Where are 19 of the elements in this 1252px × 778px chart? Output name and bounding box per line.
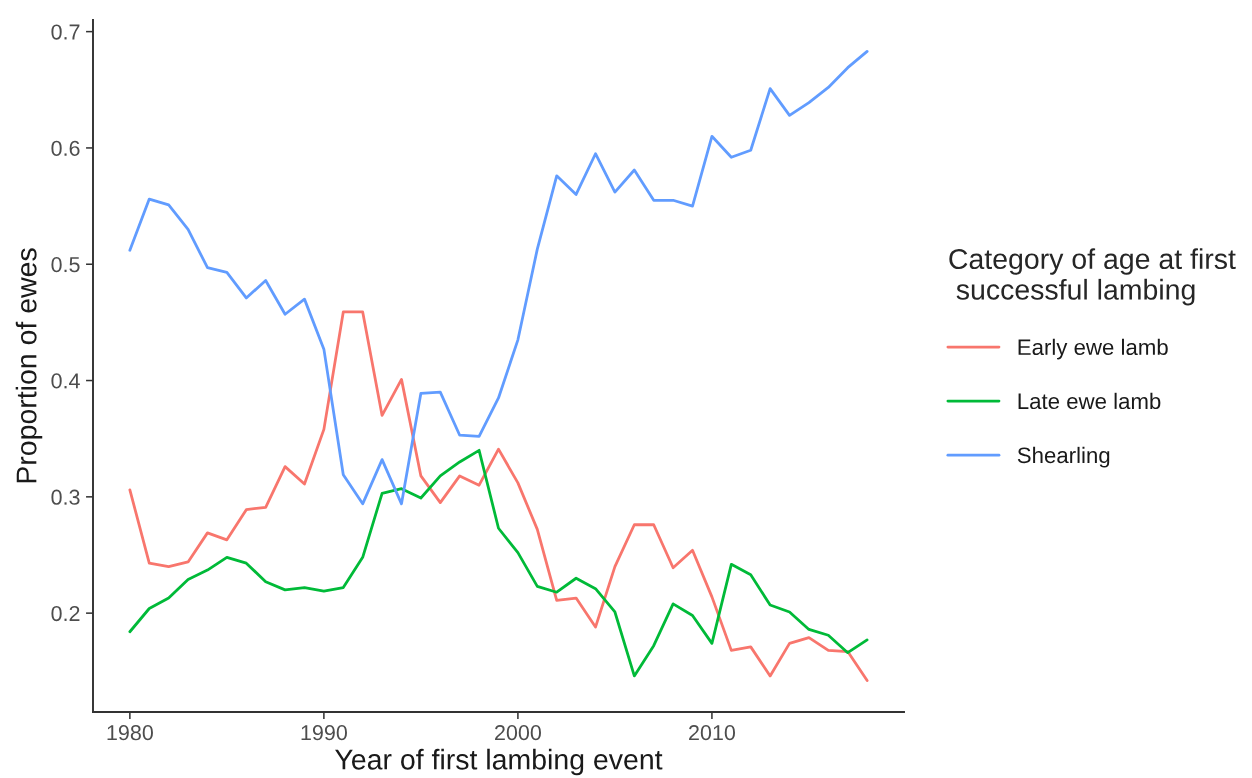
x-tick-label: 1980 bbox=[107, 725, 153, 741]
y-tick-label: 0.5 bbox=[51, 257, 80, 273]
legend-title: Category of age at first successful lambing bbox=[949, 248, 1236, 306]
x-tick-label: 2010 bbox=[689, 725, 736, 741]
x-axis-title: Year of first lambing event bbox=[335, 748, 663, 776]
y-tick-label: 0.7 bbox=[51, 24, 80, 40]
line-series bbox=[128, 310, 869, 682]
y-tick-label: 0.3 bbox=[51, 489, 80, 505]
x-tick-label: 2000 bbox=[495, 725, 542, 741]
y-tick-label: 0.6 bbox=[51, 140, 80, 156]
y-axis-title: Proportion of ewes bbox=[15, 248, 43, 483]
x-tick-label: 1990 bbox=[301, 725, 347, 741]
y-tick-label: 0.4 bbox=[51, 373, 80, 389]
line-series bbox=[128, 50, 869, 506]
legend-label: Early ewe lamb bbox=[1018, 338, 1168, 360]
legend-label: Late ewe lamb bbox=[1018, 392, 1161, 410]
line-series bbox=[128, 448, 869, 678]
y-tick-label: 0.2 bbox=[51, 605, 80, 622]
legend-label: Shearling bbox=[1017, 446, 1110, 468]
